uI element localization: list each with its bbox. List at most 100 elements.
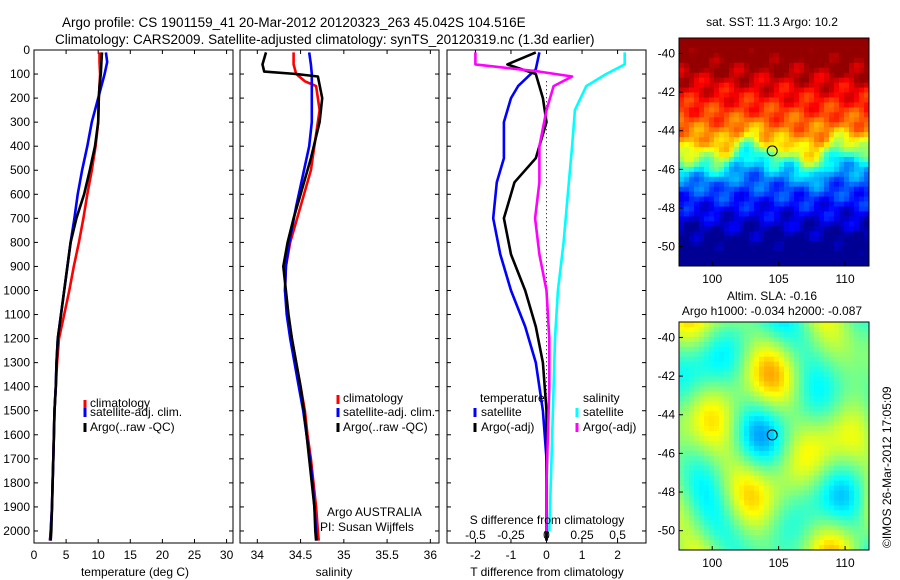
heatmap-cell <box>824 152 830 158</box>
heatmap-cell <box>694 535 700 541</box>
heatmap-cell <box>714 445 720 452</box>
heatmap-cell <box>794 47 800 54</box>
heatmap-cell <box>844 341 850 348</box>
heatmap-cell <box>724 346 730 353</box>
salinity-depth-ticks <box>240 49 439 532</box>
heatmap-cell <box>724 57 730 64</box>
heatmap-cell <box>764 460 770 467</box>
heatmap-cell <box>739 87 745 93</box>
heatmap-cell <box>724 485 730 491</box>
heatmap-cell <box>714 475 720 482</box>
heatmap-cell <box>814 251 820 257</box>
heatmap-cell <box>694 132 700 138</box>
heatmap-cell <box>799 450 805 457</box>
heatmap-cell <box>814 460 820 467</box>
heatmap-cell <box>784 391 790 397</box>
heatmap-cell <box>774 161 780 168</box>
heatmap-cell <box>759 440 765 447</box>
heatmap-cell <box>694 221 700 227</box>
heatmap-cell <box>729 97 735 103</box>
heatmap-cell <box>804 500 810 506</box>
heatmap-cell <box>689 336 695 343</box>
heatmap-cell <box>709 465 715 472</box>
heatmap-cell <box>724 530 730 536</box>
heatmap-cell <box>799 226 805 232</box>
heatmap-cell <box>774 440 780 447</box>
heatmap-cell <box>759 450 765 457</box>
heatmap-cell <box>764 346 770 353</box>
heatmap-cell <box>719 505 725 511</box>
heatmap-cell <box>819 176 825 183</box>
heatmap-cell <box>759 171 765 178</box>
heatmap-cell <box>789 52 795 59</box>
heatmap-cell <box>829 251 835 257</box>
heatmap-cell <box>734 436 740 442</box>
heatmap-cell <box>809 161 815 168</box>
heatmap-cell <box>704 421 710 427</box>
heatmap-cell <box>829 72 835 79</box>
heatmap-cell <box>809 57 815 64</box>
heatmap-cell <box>814 371 820 377</box>
heatmap-cell <box>784 171 790 178</box>
heatmap-cell <box>849 72 855 79</box>
heatmap-cell <box>819 361 825 368</box>
heatmap-cell <box>839 396 845 402</box>
heatmap-cell <box>784 92 790 98</box>
heatmap-cell <box>839 495 845 501</box>
heatmap-cell <box>799 82 805 88</box>
heatmap-cell <box>829 455 835 462</box>
heatmap-cell <box>859 191 865 198</box>
heatmap-cell <box>794 545 800 551</box>
heatmap-cell <box>724 515 730 521</box>
heatmap-cell <box>794 535 800 541</box>
heatmap-cell <box>804 535 810 541</box>
heatmap-cell <box>759 416 765 422</box>
heatmap-cell <box>714 341 720 348</box>
heatmap-cell <box>839 356 845 363</box>
heatmap-cell <box>809 142 815 148</box>
heatmap-cell <box>839 440 845 447</box>
heatmap-cell <box>834 77 840 84</box>
heatmap-cell <box>844 326 850 333</box>
heatmap-cell <box>714 72 720 79</box>
heatmap-cell <box>744 391 750 397</box>
heatmap-cell <box>699 152 705 158</box>
heatmap-cell <box>704 62 710 69</box>
heatmap-cell <box>759 371 765 377</box>
heatmap-cell <box>799 431 805 437</box>
heatmap-cell <box>774 361 780 368</box>
heatmap-cell <box>784 72 790 79</box>
heatmap-cell <box>864 351 870 358</box>
heatmap-cell <box>789 132 795 138</box>
heatmap-cell <box>759 520 765 526</box>
heatmap-cell <box>809 411 815 417</box>
heatmap-cell <box>694 72 700 79</box>
heatmap-cell <box>809 440 815 447</box>
heatmap-cell <box>679 201 685 207</box>
series-line-argo-adj- <box>474 52 574 531</box>
heatmap-cell <box>779 520 785 526</box>
depth-tick-label: 1000 <box>3 283 30 297</box>
heatmap-cell <box>824 411 830 417</box>
heatmap-cell <box>679 421 685 427</box>
heatmap-cell <box>849 396 855 402</box>
heatmap-cell <box>859 256 865 262</box>
heatmap-cell <box>749 440 755 447</box>
heatmap-cell <box>734 156 740 163</box>
heatmap-cell <box>804 206 810 212</box>
heatmap-cell <box>719 201 725 207</box>
heatmap-cell <box>704 87 710 93</box>
heatmap-cell <box>774 38 780 44</box>
heatmap-cell <box>789 38 795 44</box>
heatmap-cell <box>779 132 785 138</box>
heatmap-cell <box>789 181 795 188</box>
heatmap-cell <box>719 186 725 193</box>
heatmap-cell <box>819 455 825 462</box>
heatmap-cell <box>804 416 810 422</box>
heatmap-cell <box>789 421 795 427</box>
heatmap-cell <box>854 137 860 143</box>
heatmap-cell <box>849 241 855 247</box>
heatmap-cell <box>679 322 685 328</box>
heatmap-cell <box>724 231 730 237</box>
heatmap-cell <box>824 386 830 392</box>
